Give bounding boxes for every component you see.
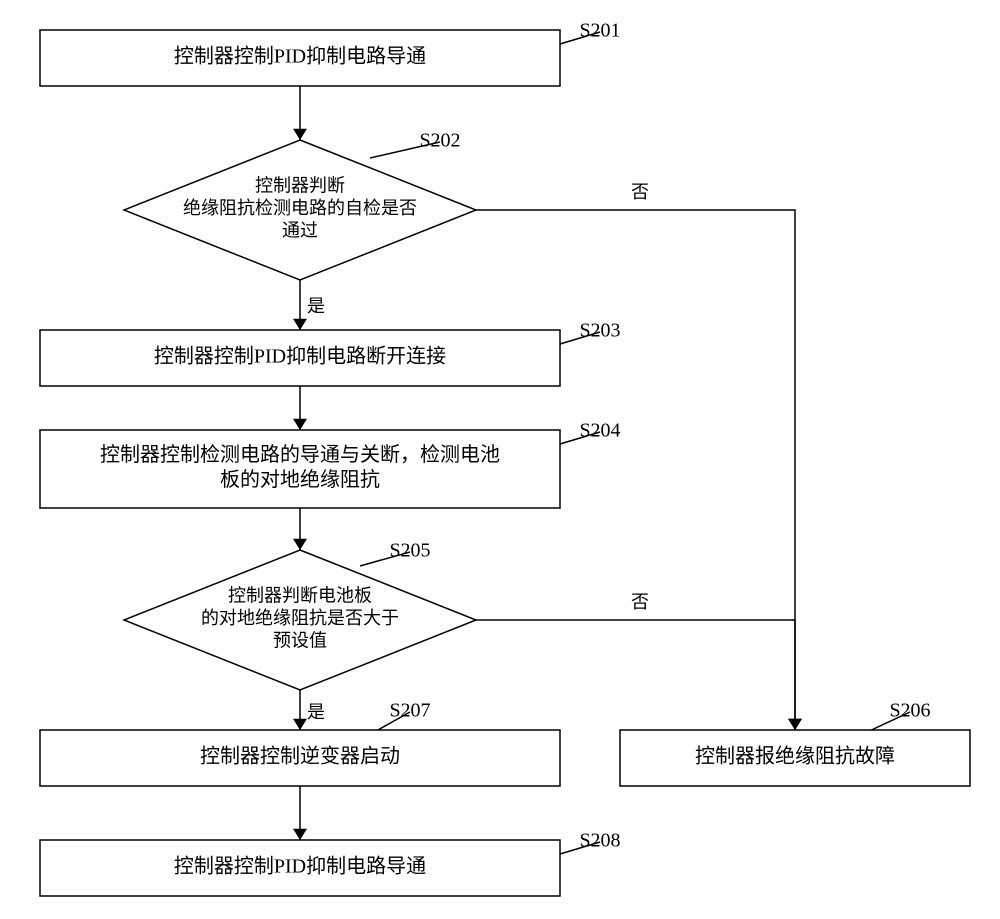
- node-s207-text: 控制器控制逆变器启动: [200, 745, 400, 768]
- tag-s206: S206: [889, 700, 930, 722]
- edge-label: 否: [631, 592, 649, 612]
- node-s202-text: 通过: [282, 221, 318, 241]
- node-s204-text: 板的对地绝缘阻抗: [220, 468, 380, 491]
- node-s206-text: 控制器报绝缘阻抗故障: [695, 745, 895, 768]
- tag-s207: S207: [389, 700, 430, 722]
- edge-label: 是: [307, 296, 325, 316]
- tag-s201: S201: [579, 20, 620, 42]
- node-s205-text: 的对地绝缘阻抗是否大于: [201, 608, 399, 628]
- tag-s203: S203: [579, 320, 620, 342]
- tag-s208: S208: [579, 830, 620, 852]
- node-s208-text: 控制器控制PID抑制电路导通: [174, 855, 426, 878]
- edge-label: 否: [631, 182, 649, 202]
- edge-label: 是: [307, 702, 325, 722]
- tag-s202: S202: [419, 130, 460, 152]
- node-s203-text: 控制器控制PID抑制电路断开连接: [154, 345, 446, 368]
- node-s202-text: 绝缘阻抗检测电路的自检是否: [183, 198, 417, 218]
- node-s201-text: 控制器控制PID抑制电路导通: [174, 45, 426, 68]
- node-s204-text: 控制器控制检测电路的导通与关断，检测电池: [100, 443, 500, 466]
- node-s202-text: 控制器判断: [255, 176, 345, 196]
- node-s205-text: 控制器判断电池板: [228, 586, 372, 606]
- tag-s205: S205: [389, 540, 430, 562]
- edge-s205-s206: [476, 620, 795, 730]
- node-s205-text: 预设值: [273, 631, 327, 651]
- tag-s204: S204: [579, 420, 620, 442]
